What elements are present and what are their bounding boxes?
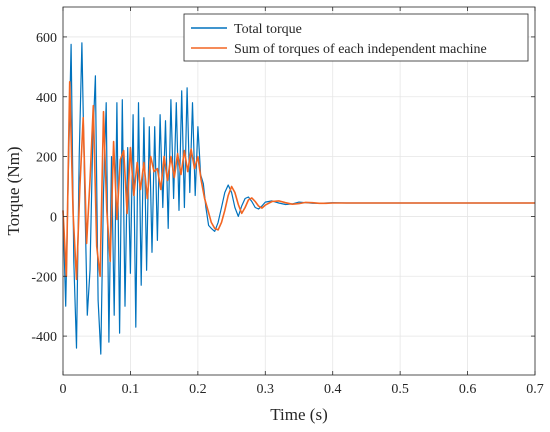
legend-label-2: Sum of torques of each independent machi… [234,42,487,57]
plot-background [63,7,535,375]
legend-box [183,13,529,62]
series-lines [62,42,535,355]
y-axis-label: Torque (Nm) [4,147,23,236]
plot-frame [62,6,536,376]
ticks: 0 0.1 0.2 0.3 0.4 0.5 0.6 0.7 -400 -200 0 200 400 600 [31,7,544,397]
x-tick-label: 0.7 [526,382,544,397]
x-tick-label: 0.5 [391,382,409,397]
x-tick-label: 0.1 [122,382,140,397]
x-axis-label: Time (s) [270,405,327,424]
x-tick-label: 0 [60,382,67,397]
y-tick-label: 0 [50,210,57,225]
legend-label-1: Total torque [234,22,302,37]
y-tick-label: -200 [31,270,57,285]
y-tick-label: 400 [36,91,57,106]
legend: Total torque Sum of torques of each indep… [183,13,529,62]
x-tick-label: 0.3 [257,382,275,397]
x-tick-label: 0.2 [189,382,207,397]
x-tick-label: 0.4 [324,382,342,397]
x-tick-label: 0.6 [459,382,477,397]
series-line-1 [62,42,535,355]
y-tick-label: 600 [36,31,57,46]
series-line-2 [62,81,535,281]
y-tick-label: 200 [36,151,57,166]
y-tick-label: -400 [31,330,57,345]
